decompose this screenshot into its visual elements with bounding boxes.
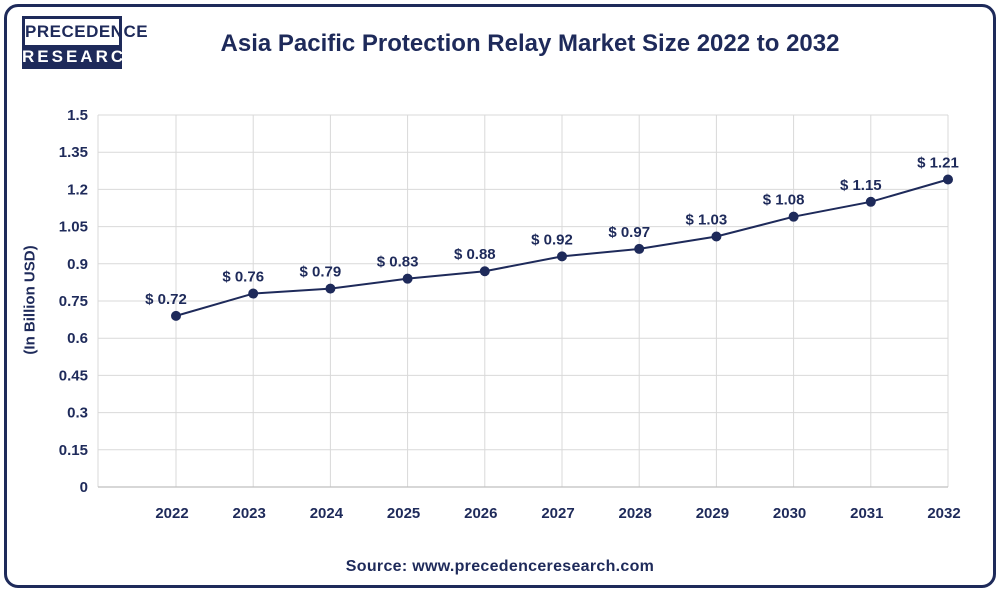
data-point [479, 266, 490, 277]
data-point [325, 283, 336, 294]
data-point [711, 231, 722, 242]
y-tick-label: 1.05 [59, 219, 88, 236]
x-tick-label: 2026 [464, 505, 497, 522]
data-label: $ 0.79 [300, 264, 342, 281]
y-tick-label: 0.3 [67, 405, 88, 422]
data-point [402, 273, 413, 284]
data-point [943, 174, 953, 185]
data-point [557, 251, 567, 262]
x-tick-label: 2030 [773, 505, 806, 522]
data-label: $ 0.88 [454, 246, 496, 263]
x-tick-label: 2029 [696, 505, 729, 522]
brand-logo: PRECEDENCE RESEARCH [22, 16, 148, 72]
data-label: $ 0.83 [377, 254, 419, 271]
y-tick-label: 0.45 [59, 367, 88, 384]
y-tick-label: 1.5 [67, 107, 88, 124]
data-label: $ 1.15 [840, 177, 882, 194]
x-tick-label: 2023 [233, 505, 266, 522]
data-label: $ 0.72 [145, 291, 187, 308]
x-tick-label: 2027 [541, 505, 574, 522]
y-tick-label: 0.9 [67, 256, 88, 273]
data-point [248, 288, 259, 299]
x-tick-label: 2031 [850, 505, 883, 522]
data-point [865, 196, 876, 207]
source-note: Source: www.precedenceresearch.com [345, 558, 655, 575]
x-tick-label: 2022 [155, 505, 188, 522]
y-tick-label: 0.75 [59, 293, 88, 310]
data-label: $ 1.03 [686, 212, 728, 229]
x-tick-label: 2024 [310, 505, 344, 522]
data-label: $ 0.97 [608, 224, 650, 241]
data-label: $ 0.76 [222, 269, 264, 286]
data-point [171, 310, 181, 321]
y-tick-label: 0.15 [59, 442, 88, 459]
brand-logo-bottom: RESEARCH [22, 45, 138, 69]
data-label: $ 0.92 [531, 231, 573, 248]
chart-frame [4, 4, 996, 588]
y-tick-label: 1.35 [59, 144, 88, 161]
data-label: $ 1.08 [763, 192, 805, 209]
y-tick-label: 1.2 [67, 181, 88, 198]
y-tick-label: 0 [80, 479, 88, 496]
y-tick-label: 0.6 [67, 330, 88, 347]
brand-logo-top: PRECEDENCE [22, 16, 148, 45]
chart-title: Asia Pacific Protection Relay Market Siz… [220, 30, 840, 57]
x-tick-label: 2032 [927, 505, 960, 522]
data-point [788, 211, 799, 222]
data-point [634, 243, 645, 254]
data-label: $ 1.21 [917, 154, 959, 171]
x-tick-label: 2028 [619, 505, 652, 522]
x-tick-label: 2025 [387, 505, 420, 522]
